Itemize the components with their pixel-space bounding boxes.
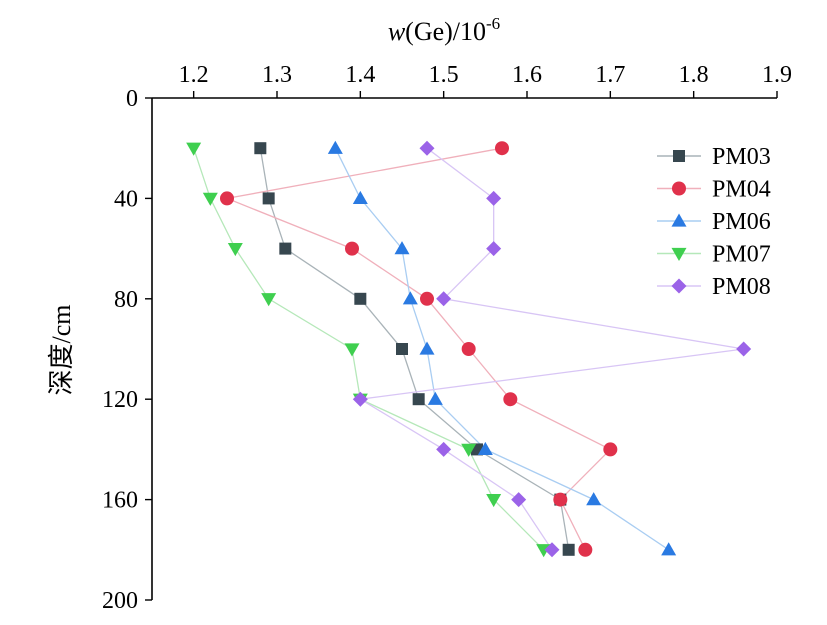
series-line-pm08 <box>358 147 744 551</box>
point-pm08 <box>419 140 435 156</box>
point-pm04 <box>503 392 518 407</box>
point-pm07 <box>486 493 502 508</box>
point-pm07 <box>461 443 477 457</box>
x-axis-title-superscript: -6 <box>486 14 500 33</box>
point-pm06 <box>394 241 410 255</box>
point-pm03 <box>279 242 292 255</box>
point-pm08 <box>511 492 527 508</box>
point-pm04 <box>553 492 568 507</box>
y-tick-label: 200 <box>102 588 138 614</box>
point-pm06 <box>327 140 343 154</box>
x-tick-label: 1.3 <box>262 62 292 88</box>
legend: PM03 PM04 PM06 PM07 PM08 <box>657 144 771 300</box>
y-tick-label: 0 <box>126 86 138 112</box>
point-pm06 <box>352 190 368 205</box>
point-pm03 <box>412 393 425 406</box>
point-pm04 <box>495 141 509 156</box>
legend-label-pm06: PM06 <box>712 209 771 235</box>
series-line-pm03 <box>259 148 570 550</box>
legend-label-pm04: PM04 <box>712 177 771 203</box>
legend-marker-pm06 <box>671 213 687 227</box>
x-axis-title: w(Ge)/10-6 <box>388 14 500 46</box>
legend-label-pm03: PM03 <box>712 144 771 170</box>
y-ticks: 0 40 80 120 160 200 <box>102 86 152 614</box>
x-tick-label: 1.8 <box>679 62 709 88</box>
point-pm07 <box>227 242 243 257</box>
point-pm04 <box>420 291 434 306</box>
x-axis-title-main: (Ge)/10 <box>405 17 486 46</box>
point-pm04 <box>220 191 234 206</box>
point-pm06 <box>419 341 435 355</box>
legend-label-pm07: PM07 <box>712 242 771 268</box>
y-axis-title: 深度/cm <box>47 305 76 396</box>
point-pm03 <box>254 142 267 155</box>
legend-marker-pm04 <box>672 181 686 196</box>
series-markers <box>186 140 752 558</box>
point-pm03 <box>396 343 408 355</box>
point-pm06 <box>586 492 602 506</box>
x-tick-label: 1.6 <box>512 62 542 88</box>
point-pm04 <box>345 241 359 256</box>
legend-marker-pm08 <box>671 278 687 294</box>
axes <box>151 97 777 600</box>
y-tick-label: 80 <box>114 287 138 313</box>
x-tick-label: 1.5 <box>429 62 459 88</box>
point-pm08 <box>436 441 452 457</box>
point-pm07 <box>261 293 277 307</box>
point-pm06 <box>427 391 443 405</box>
x-tick-label: 1.4 <box>345 62 375 88</box>
point-pm08 <box>486 190 502 206</box>
point-pm06 <box>402 291 418 305</box>
point-pm03 <box>562 543 575 556</box>
y-tick-label: 160 <box>102 488 138 514</box>
legend-marker-pm03 <box>673 150 685 162</box>
y-tick-label: 40 <box>114 186 138 212</box>
point-pm03 <box>262 192 275 205</box>
point-pm08 <box>736 341 752 357</box>
point-pm07 <box>202 192 218 206</box>
point-pm07 <box>344 343 360 357</box>
x-ticks: 1.2 1.3 1.4 1.5 1.6 1.7 1.8 1.9 <box>179 62 792 98</box>
y-tick-label: 120 <box>102 387 138 413</box>
x-tick-label: 1.9 <box>762 62 792 88</box>
point-pm03 <box>354 292 367 305</box>
x-tick-label: 1.2 <box>179 62 209 88</box>
point-pm07 <box>186 142 202 156</box>
point-pm08 <box>486 241 502 257</box>
point-pm08 <box>352 391 368 407</box>
series-line-pm04 <box>224 147 612 551</box>
point-pm06 <box>477 441 493 456</box>
point-pm04 <box>461 342 476 356</box>
x-axis-title-italic: w <box>388 17 406 46</box>
x-tick-label: 1.7 <box>595 62 625 88</box>
point-pm06 <box>661 542 677 556</box>
legend-label-pm08: PM08 <box>712 274 771 300</box>
point-pm08 <box>544 542 560 558</box>
legend-marker-pm07 <box>671 247 687 261</box>
series-line-pm06 <box>334 147 670 551</box>
point-pm04 <box>603 442 618 457</box>
point-pm08 <box>436 291 452 307</box>
point-pm04 <box>578 542 593 557</box>
